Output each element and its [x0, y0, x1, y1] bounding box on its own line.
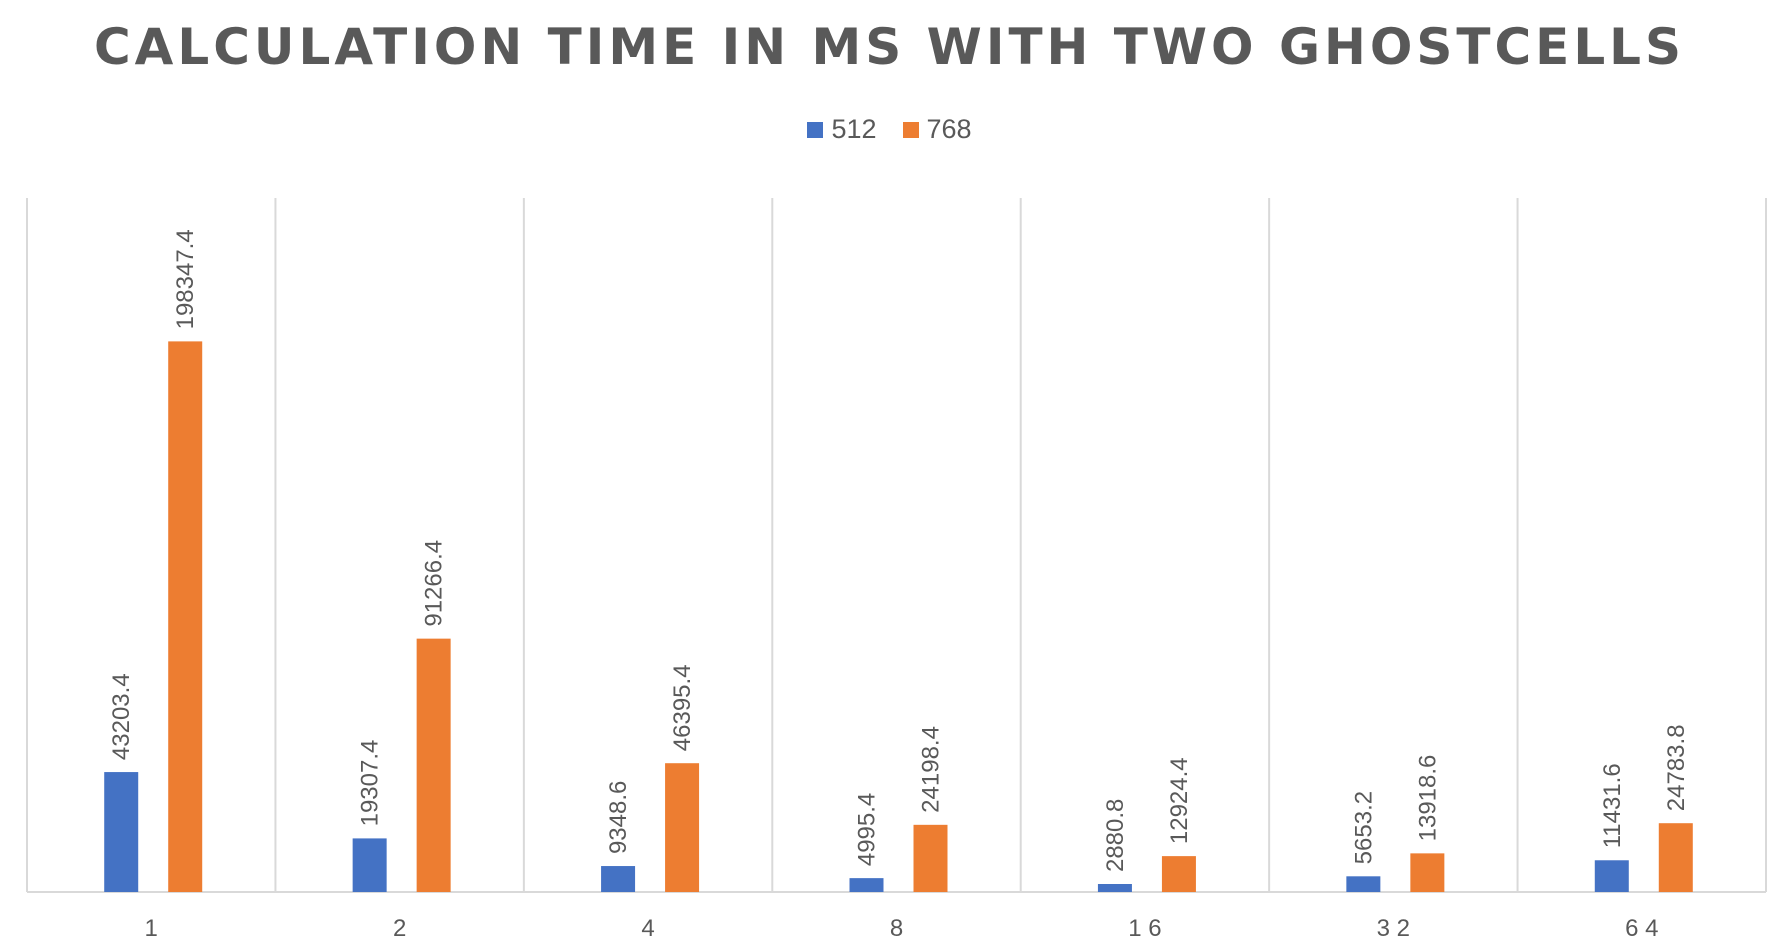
x-tick-label-2: 2	[393, 915, 406, 942]
bar-768-2	[416, 638, 451, 892]
data-label-768-2: 91266.4	[421, 540, 448, 627]
data-label-512-64: 11431.6	[1599, 763, 1626, 848]
data-label-512-1: 43203.4	[108, 673, 135, 760]
bar-768-1	[168, 341, 203, 893]
data-label-768-4: 46395.4	[669, 664, 696, 751]
bar-768-64	[1658, 823, 1693, 892]
bar-768-4	[665, 763, 700, 892]
bar-512-4	[601, 866, 636, 892]
bar-512-64	[1594, 860, 1629, 892]
data-label-768-64: 24783.8	[1663, 724, 1690, 811]
data-label-768-16: 12924.4	[1166, 757, 1193, 844]
bar-512-32	[1346, 876, 1381, 892]
legend-entry-768: 768	[902, 114, 972, 145]
bar-512-16	[1097, 884, 1132, 892]
bar-768-8	[913, 824, 948, 892]
legend-entry-512: 512	[807, 114, 877, 145]
legend-swatch-768	[902, 121, 919, 138]
data-label-512-32: 5653.2	[1350, 791, 1377, 864]
bar-768-16	[1161, 856, 1196, 892]
x-tick-label-1: 1	[145, 915, 158, 942]
data-label-768-8: 24198.4	[918, 726, 945, 813]
x-tick-label-8: 8	[890, 915, 903, 942]
data-label-768-32: 13918.6	[1414, 755, 1441, 842]
bar-512-8	[849, 878, 884, 892]
chart-title: CALCULATION TIME IN MS WITH TWO GHOSTCEL…	[93, 18, 1686, 76]
x-tick-label-64: 6 4	[1625, 915, 1658, 942]
data-label-512-4: 9348.6	[605, 781, 632, 854]
data-label-512-8: 4995.4	[854, 793, 881, 866]
data-label-512-16: 2880.8	[1102, 799, 1129, 872]
x-tick-label-32: 3 2	[1377, 915, 1410, 942]
bar-768-32	[1410, 853, 1445, 892]
legend-label-512: 512	[831, 114, 877, 144]
x-tick-label-16: 1 6	[1128, 915, 1161, 942]
legend-label-768: 768	[926, 114, 972, 144]
data-label-768-1: 198347.4	[172, 229, 199, 329]
legend: 512 768	[0, 114, 1779, 145]
x-tick-label-4: 4	[641, 915, 654, 942]
bar-512-1	[104, 772, 139, 892]
legend-swatch-512	[807, 121, 824, 138]
data-label-512-2: 19307.4	[357, 740, 384, 827]
bar-512-2	[352, 838, 387, 892]
